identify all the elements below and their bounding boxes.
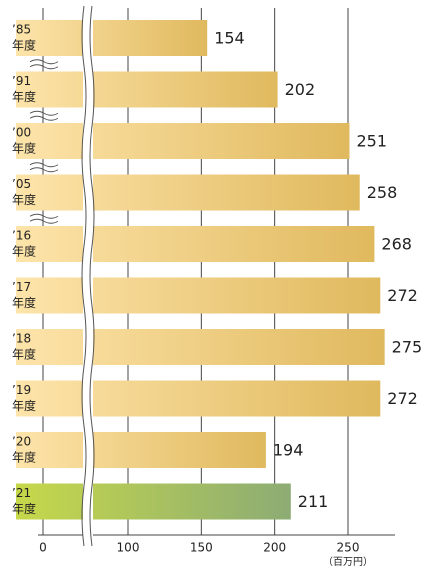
category-suffix: 年度 bbox=[12, 141, 36, 156]
bar bbox=[16, 123, 350, 159]
x-tick-label: 100 bbox=[117, 541, 140, 555]
category-suffix: 年度 bbox=[12, 244, 36, 259]
category-suffix: 年度 bbox=[12, 398, 36, 413]
bars bbox=[16, 20, 385, 520]
value-label: 258 bbox=[367, 183, 398, 202]
break-line bbox=[89, 5, 95, 547]
category-suffix: 年度 bbox=[12, 89, 36, 104]
x-tick-label: 0 bbox=[39, 541, 47, 555]
bar bbox=[16, 483, 291, 520]
category-suffix: 年度 bbox=[12, 295, 36, 310]
value-label: 251 bbox=[356, 132, 387, 151]
category-label: ’19 bbox=[12, 383, 31, 397]
break-band bbox=[83, 6, 93, 554]
bar bbox=[16, 432, 266, 468]
bar bbox=[16, 277, 381, 314]
row-break bbox=[29, 213, 59, 224]
category-suffix: 年度 bbox=[12, 501, 36, 516]
value-label: 268 bbox=[381, 235, 412, 254]
x-tick-label: 150 bbox=[190, 541, 213, 555]
category-label: ’21 bbox=[12, 486, 31, 500]
bar bbox=[16, 380, 381, 417]
x-tick-label: 250 bbox=[337, 541, 360, 555]
category-label: ’16 bbox=[12, 229, 31, 243]
bar bbox=[16, 226, 375, 262]
value-label: 275 bbox=[392, 338, 423, 357]
bar bbox=[16, 20, 208, 56]
value-label: 272 bbox=[387, 286, 418, 305]
category-label: ’20 bbox=[12, 435, 31, 449]
x-unit: （百万円） bbox=[323, 556, 373, 568]
value-label: 202 bbox=[285, 80, 316, 99]
category-suffix: 年度 bbox=[12, 347, 36, 362]
break-line bbox=[81, 5, 87, 547]
bar bbox=[16, 174, 360, 211]
value-label: 154 bbox=[214, 29, 245, 48]
category-suffix: 年度 bbox=[12, 450, 36, 465]
value-label: 211 bbox=[298, 492, 329, 511]
category-label: ’91 bbox=[12, 74, 31, 88]
row-break bbox=[29, 110, 59, 121]
category-label: ’18 bbox=[12, 332, 31, 346]
value-label: 272 bbox=[387, 389, 418, 408]
category-label: ’05 bbox=[12, 177, 31, 191]
category-label: ’85 bbox=[12, 23, 31, 37]
axis-break bbox=[81, 5, 95, 554]
row-break bbox=[29, 162, 59, 173]
bar bbox=[16, 329, 385, 365]
category-suffix: 年度 bbox=[12, 192, 36, 207]
category-suffix: 年度 bbox=[12, 38, 36, 53]
x-tick-label: 200 bbox=[263, 541, 286, 555]
value-label: 194 bbox=[273, 441, 304, 460]
row-break bbox=[29, 59, 59, 70]
bar bbox=[16, 71, 278, 108]
category-label: ’17 bbox=[12, 280, 31, 294]
category-label: ’00 bbox=[12, 126, 31, 140]
